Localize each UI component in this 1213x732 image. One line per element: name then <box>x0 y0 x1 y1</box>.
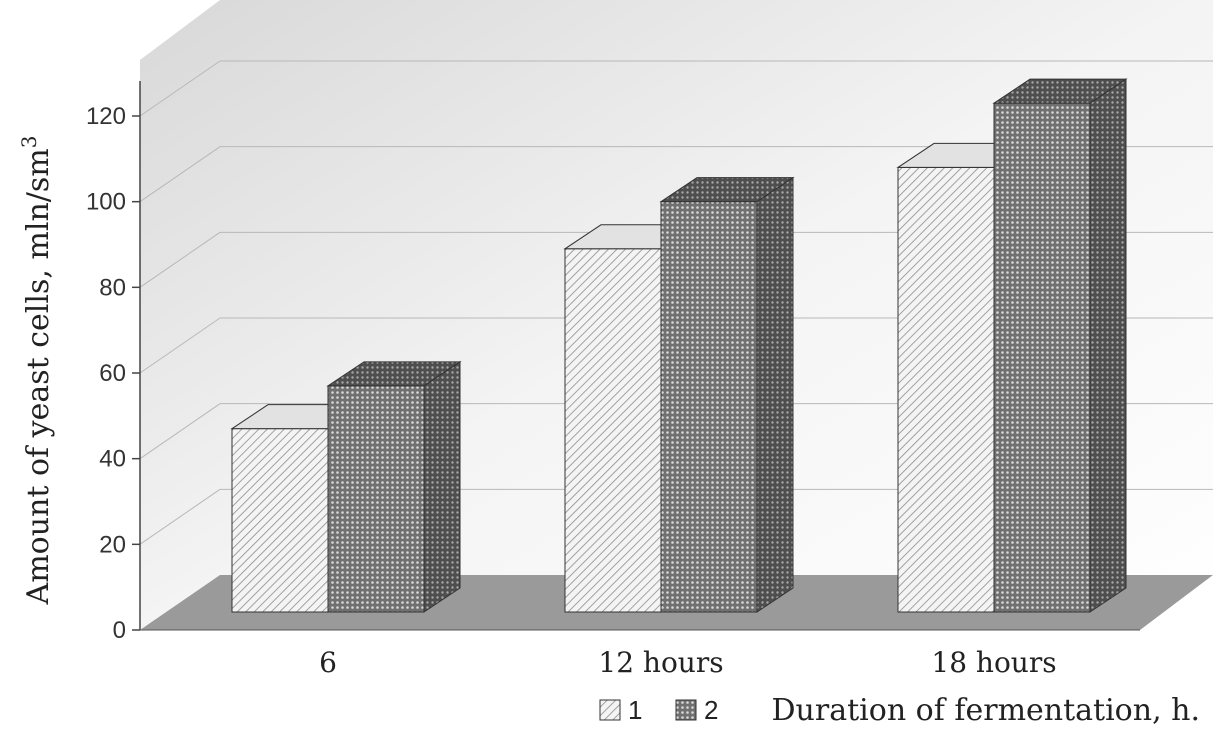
x-tick-label: 18 hours <box>931 646 1056 679</box>
x-axis-title: Duration of fermentation, h. <box>772 693 1201 728</box>
x-tick-label: 6 <box>319 646 337 679</box>
y-tick-label: 40 <box>99 446 126 473</box>
bar-front <box>660 201 758 613</box>
bar-front <box>327 385 425 613</box>
bar-side <box>423 360 461 613</box>
gridline-depth <box>139 317 221 374</box>
bar-front <box>564 248 662 613</box>
y-axis-title: Amount of yeast cells, mln/sm3 <box>17 136 56 606</box>
bar-front <box>993 102 1091 613</box>
legend-label-2: 2 <box>704 695 718 725</box>
x-tick-label: 12 hours <box>598 646 723 679</box>
bar-2-18-hours <box>992 78 1128 613</box>
legend-swatch-2 <box>675 699 697 721</box>
gridline-depth <box>139 146 221 203</box>
y-tick-label: 60 <box>99 360 126 387</box>
gridline-depth <box>139 231 221 288</box>
y-tick-label: 20 <box>99 531 126 558</box>
bar-front <box>231 428 329 613</box>
y-tick-label: 100 <box>86 189 126 216</box>
bar-side <box>1089 78 1127 613</box>
y-tick-label: 120 <box>86 103 126 130</box>
y-tick-label: 0 <box>113 617 126 644</box>
y-axis-title-superscript: 3 <box>17 136 41 149</box>
y-axis-title-text: Amount of yeast cells, mln/sm <box>21 148 56 605</box>
bar-2-6 <box>326 360 462 613</box>
gridline-depth <box>139 60 221 117</box>
bar-2-12-hours <box>659 176 795 613</box>
legend-label-1: 1 <box>628 695 642 725</box>
legend-swatch-1 <box>599 699 621 721</box>
bar-front <box>897 166 995 613</box>
gridline-depth <box>139 403 221 460</box>
bar-side <box>756 176 794 613</box>
gridline-depth <box>139 488 221 545</box>
y-tick-label: 80 <box>99 274 126 301</box>
